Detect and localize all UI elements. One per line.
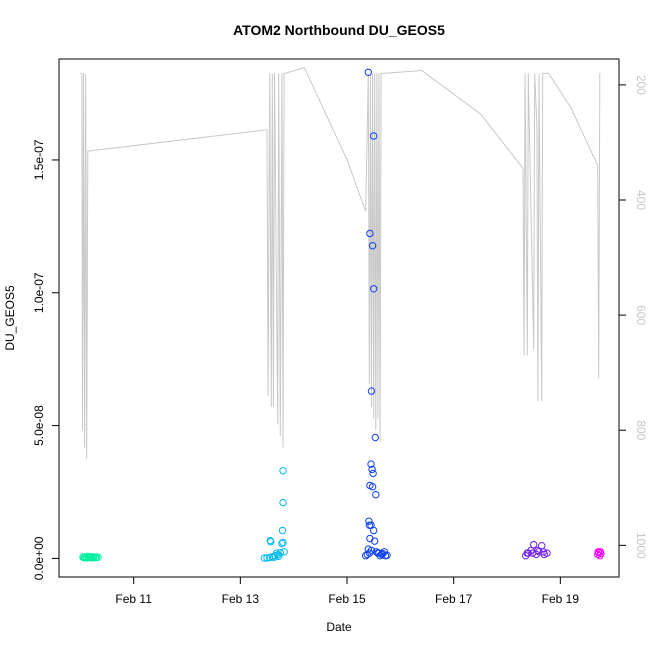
x-axis: Feb 11 Feb 13 Feb 15 Feb 17 Feb 19	[115, 577, 579, 606]
data-point	[370, 132, 378, 140]
y-tick-label: 0.0e+00	[32, 536, 46, 580]
y-axis-label: DU_GEOS5	[3, 285, 17, 351]
data-points-layer	[79, 68, 605, 562]
data-point	[364, 545, 372, 553]
x-tick-label: Feb 17	[435, 592, 473, 606]
data-point	[89, 553, 97, 561]
x-tick-label: Feb 19	[542, 592, 580, 606]
y2-tick-label: 800	[634, 420, 648, 440]
y-tick-label: 5.0e-08	[32, 405, 46, 446]
data-point	[365, 549, 374, 557]
data-point	[94, 553, 102, 561]
data-point	[362, 552, 370, 560]
data-point	[267, 538, 275, 546]
plot-frame	[58, 58, 620, 578]
data-point	[378, 550, 386, 559]
pressure-line	[80, 66, 601, 460]
chart-title: ATOM2 Northbound DU_GEOS5	[233, 22, 445, 38]
data-point	[372, 491, 380, 499]
y2-tick-label: 1000	[634, 532, 648, 559]
data-point	[367, 387, 376, 395]
y2-tick-label: 600	[634, 305, 648, 325]
data-point	[371, 433, 379, 442]
data-point	[87, 553, 95, 561]
x-tick-label: Feb 15	[328, 592, 366, 606]
data-point	[368, 242, 377, 250]
data-point	[368, 465, 376, 474]
data-point	[365, 517, 373, 525]
data-point	[369, 469, 377, 478]
data-point	[364, 68, 372, 77]
y-tick-label: 1.0e-07	[32, 272, 46, 313]
y2-tick-label: 200	[634, 75, 648, 95]
data-point	[367, 460, 375, 468]
data-point	[275, 552, 283, 560]
y2-tick-label: 400	[634, 190, 648, 210]
data-point	[278, 526, 287, 535]
data-point	[379, 549, 387, 558]
data-point	[596, 548, 604, 556]
data-point	[279, 538, 287, 547]
data-point	[368, 483, 377, 491]
data-point	[370, 526, 378, 535]
data-point	[263, 554, 271, 562]
data-point	[84, 552, 92, 561]
data-point	[363, 550, 371, 559]
data-point	[274, 551, 282, 559]
data-point	[383, 551, 391, 559]
pressure-line-layer	[80, 66, 601, 460]
x-tick-label: Feb 13	[222, 592, 260, 606]
y-axis: 0.0e+00 5.0e-08 1.0e-07 1.5e-07	[32, 139, 59, 580]
data-point	[260, 554, 268, 562]
x-tick-label: Feb 11	[115, 592, 152, 606]
data-point	[280, 548, 288, 556]
secondary-y-axis: 200 400 600 800 1000	[619, 75, 648, 559]
y-tick-label: 1.5e-07	[32, 139, 46, 180]
data-point	[370, 285, 378, 293]
data-point	[539, 548, 547, 556]
data-point	[594, 548, 602, 556]
data-point	[371, 537, 379, 545]
data-point	[543, 549, 551, 557]
data-point	[530, 540, 538, 549]
data-point	[534, 546, 542, 555]
data-point	[366, 229, 374, 238]
data-point	[594, 550, 602, 559]
data-point	[279, 467, 287, 475]
data-point	[79, 553, 88, 561]
data-point	[276, 548, 284, 557]
x-axis-label: Date	[326, 620, 352, 634]
data-point	[278, 539, 286, 548]
data-point	[279, 498, 287, 507]
data-point	[523, 549, 531, 557]
